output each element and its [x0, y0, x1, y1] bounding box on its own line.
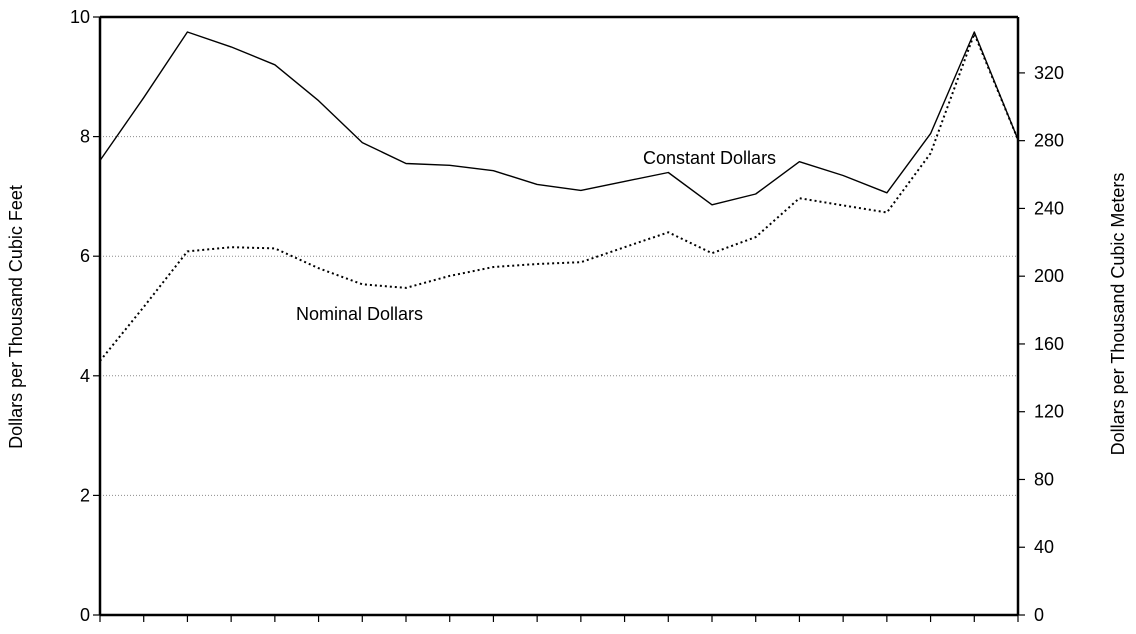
right-tick-label: 200	[1034, 266, 1064, 286]
right-tick-label: 280	[1034, 131, 1064, 151]
left-tick-label: 0	[80, 605, 90, 625]
grid-layer	[100, 136, 1018, 496]
right-tick-label: 120	[1034, 402, 1064, 422]
left-tick-label: 2	[80, 485, 90, 505]
axes-layer	[93, 15, 1025, 622]
left-tick-label: 10	[70, 7, 90, 27]
right-tick-label: 80	[1034, 469, 1054, 489]
right-tick-label: 240	[1034, 198, 1064, 218]
right-axis-title: Dollars per Thousand Cubic Meters	[1108, 173, 1128, 456]
series-line-constant-dollars	[99, 31, 1019, 206]
right-tick-label: 40	[1034, 537, 1054, 557]
annotation-constant-dollars: Constant Dollars	[643, 148, 776, 168]
series-line-nominal-dollars	[99, 32, 1019, 362]
right-tick-label: 0	[1034, 605, 1044, 625]
labels-layer: 0 2 4 6 8 10 0 40 80 120 160 200 240 280 320	[70, 7, 1064, 625]
annotation-nominal-dollars: Nominal Dollars	[296, 304, 423, 324]
left-tick-label: 8	[80, 127, 90, 147]
series-layer	[99, 31, 1019, 362]
right-tick-label: 160	[1034, 334, 1064, 354]
left-tick-label: 4	[80, 366, 90, 386]
left-tick-label: 6	[80, 246, 90, 266]
left-axis-title: Dollars per Thousand Cubic Feet	[6, 185, 26, 449]
right-tick-label: 320	[1034, 63, 1064, 83]
